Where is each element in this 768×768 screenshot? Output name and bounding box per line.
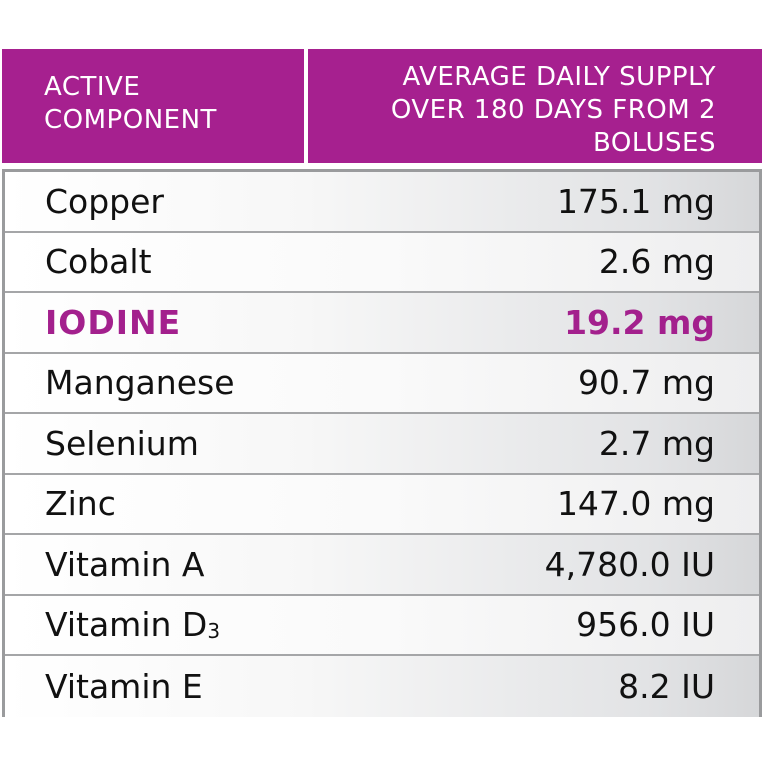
nutrient-table: Copper 175.1 mg Cobalt 2.6 mg IODINE 19.2 m… — [2, 169, 762, 717]
header-line: BOLUSES — [592, 128, 716, 158]
header-line: COMPONENT — [44, 105, 217, 135]
table-row: Manganese 90.7 mg — [5, 353, 759, 414]
component-name: Vitamin E — [45, 666, 203, 706]
component-name: Selenium — [45, 423, 199, 463]
supply-value: 175.1 mg — [556, 181, 715, 221]
supply-value: 4,780.0 IU — [544, 544, 715, 584]
component-name-text: Vitamin D — [45, 605, 208, 645]
component-name: Vitamin D3 — [45, 605, 220, 644]
table-row: Vitamin D3 956.0 IU — [5, 595, 759, 656]
table-row: Copper 175.1 mg — [5, 172, 759, 233]
table-row: Vitamin A 4,780.0 IU — [5, 535, 759, 596]
supply-value: 8.2 IU — [618, 666, 715, 706]
component-name: Manganese — [45, 363, 235, 403]
component-name: Vitamin A — [45, 544, 205, 584]
table-row: Zinc 147.0 mg — [5, 474, 759, 535]
supply-value: 2.7 mg — [598, 423, 715, 463]
supply-value: 147.0 mg — [556, 484, 715, 524]
table-row-highlighted: IODINE 19.2 mg — [5, 293, 759, 354]
header-active-component: ACTIVE COMPONENT — [2, 49, 304, 163]
table-row: Cobalt 2.6 mg — [5, 232, 759, 293]
table-row: Vitamin E 8.2 IU — [5, 656, 759, 717]
header-line: AVERAGE DAILY SUPPLY — [402, 62, 716, 92]
header-line: ACTIVE — [44, 72, 141, 102]
supply-value: 19.2 mg — [564, 302, 715, 342]
component-name: Zinc — [45, 484, 116, 524]
table-header: ACTIVE COMPONENT AVERAGE DAILY SUPPLY OV… — [2, 49, 762, 163]
component-name: IODINE — [45, 302, 182, 342]
header-line: OVER 180 DAYS FROM 2 — [390, 95, 716, 125]
component-name: Cobalt — [45, 242, 152, 282]
subscript: 3 — [207, 619, 221, 644]
component-name: Copper — [45, 181, 164, 221]
supply-value: 956.0 IU — [576, 605, 715, 645]
supply-value: 90.7 mg — [577, 363, 715, 403]
header-average-daily-supply: AVERAGE DAILY SUPPLY OVER 180 DAYS FROM … — [308, 49, 762, 163]
table-row: Selenium 2.7 mg — [5, 414, 759, 475]
supply-value: 2.6 mg — [598, 242, 715, 282]
